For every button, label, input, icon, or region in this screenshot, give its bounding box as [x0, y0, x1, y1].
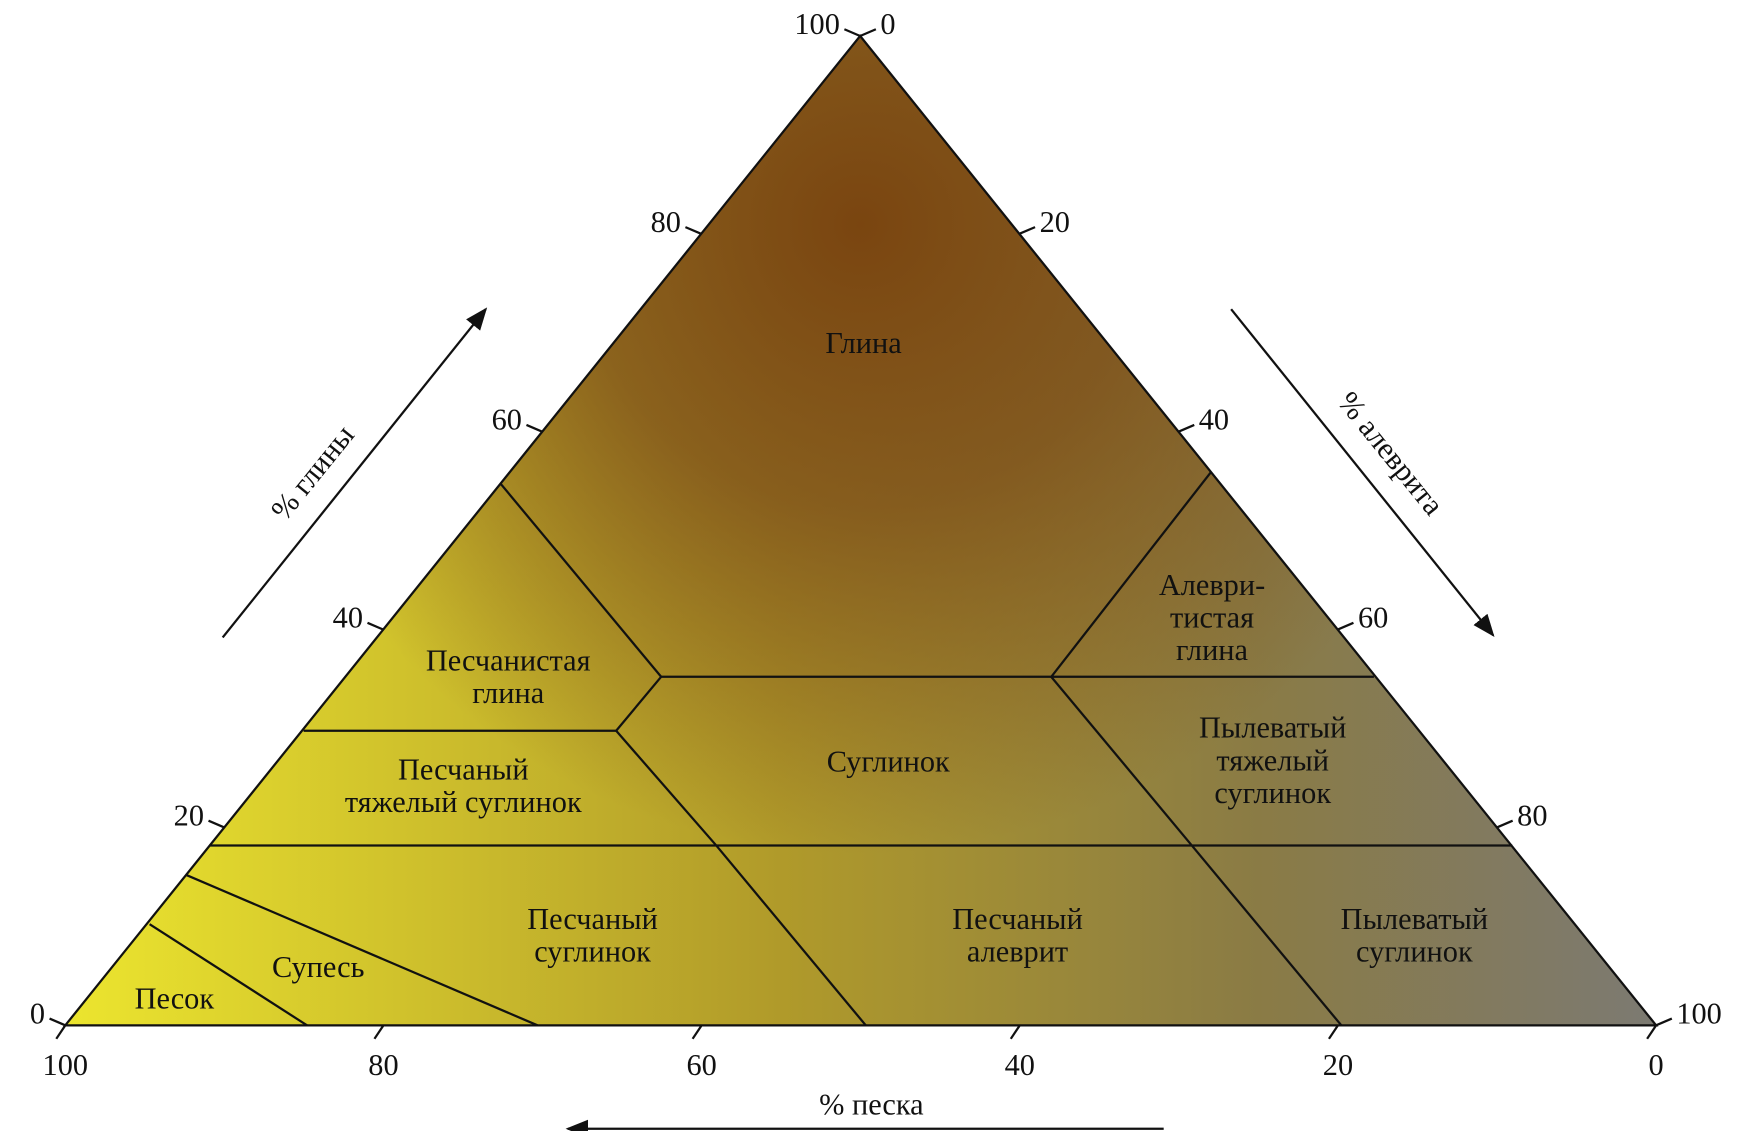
tick-mark [691, 1024, 703, 1040]
triangle-shade [65, 35, 1657, 1026]
silt-tick-label: 80 [1517, 798, 1547, 832]
tick-mark [684, 226, 702, 235]
region-label: Алеври- [1159, 568, 1265, 602]
sand-tick-label: 80 [368, 1048, 398, 1082]
tick-mark [526, 423, 543, 433]
clay-tick-label: 40 [333, 601, 363, 635]
region-label: глина [472, 676, 545, 710]
sand-tick-label: 20 [1323, 1048, 1353, 1082]
boundaries [62, 34, 1659, 1027]
tick-mark [859, 28, 877, 38]
region-label: тяжелый суглинок [345, 785, 582, 819]
tick-mark [843, 28, 861, 38]
region-label: Глина [825, 326, 902, 360]
region-label: Песчаный [527, 902, 658, 936]
region-label: Песчаный [398, 752, 529, 786]
silt-tick-label: 60 [1358, 601, 1388, 635]
tick-mark [208, 819, 225, 829]
tick-mark [1009, 1024, 1021, 1040]
tick-mark [1328, 1024, 1339, 1040]
region-label: Песчаный [952, 902, 1083, 936]
tick-mark [1496, 819, 1514, 829]
clay-tick-label: 100 [794, 7, 840, 41]
sand-axis-label: % песка [819, 1087, 924, 1121]
silt-tick-label: 0 [880, 7, 895, 41]
region-label: Песок [135, 982, 215, 1016]
clay-tick-label: 0 [30, 996, 45, 1030]
silt-tick-label: 40 [1199, 403, 1229, 437]
silt-tick-label: 100 [1676, 996, 1722, 1030]
clay-arrow [221, 307, 488, 639]
region-label: тистая [1170, 601, 1254, 635]
tick-mark [1655, 1017, 1673, 1027]
clay-tick-label: 80 [651, 205, 681, 239]
tick-mark [55, 1024, 67, 1040]
sand-tick-label: 100 [43, 1048, 89, 1082]
tick-mark [1018, 226, 1036, 235]
sand-tick-label: 40 [1005, 1048, 1035, 1082]
region-label: Пылеватый [1199, 711, 1346, 745]
region-label: суглинок [1356, 934, 1473, 968]
tick-mark [1646, 1024, 1658, 1040]
tick-mark [367, 621, 384, 631]
tick-mark [49, 1017, 66, 1027]
region-label: тяжелый [1216, 743, 1329, 777]
region-label: Суглинок [827, 744, 950, 778]
tick-mark [373, 1024, 385, 1040]
region-label: суглинок [1214, 776, 1331, 810]
tick-mark [1178, 423, 1195, 433]
region-label: Супесь [272, 950, 364, 984]
clay-tick-label: 20 [174, 798, 204, 832]
region-label: суглинок [534, 934, 651, 968]
silt-axis-label: % алеврита [1331, 385, 1451, 522]
region-label: Пылеватый [1341, 902, 1488, 936]
silt-tick-label: 20 [1040, 205, 1070, 239]
sand-tick-label: 60 [686, 1048, 716, 1082]
clay-axis-label: % глины [264, 418, 361, 526]
region-label: алеврит [967, 934, 1068, 968]
region-label: глина [1176, 633, 1249, 667]
sand-tick-label: 0 [1649, 1048, 1664, 1082]
tick-mark [1337, 621, 1354, 631]
clay-tick-label: 60 [492, 403, 522, 437]
region-label: Песчанистая [426, 643, 591, 677]
silt-arrow [1230, 308, 1495, 637]
